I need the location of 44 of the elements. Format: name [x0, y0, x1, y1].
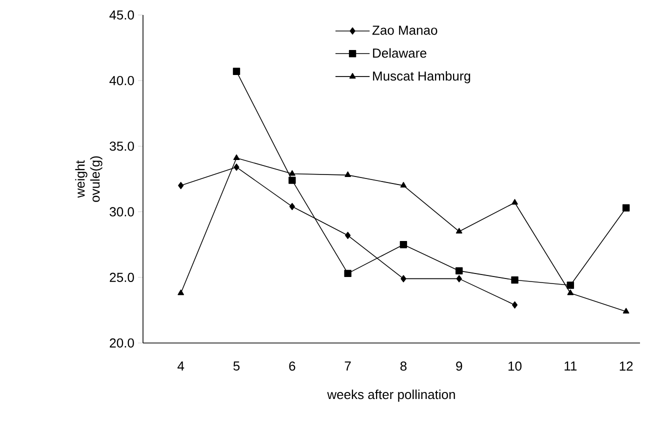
point: [511, 276, 518, 284]
point: [400, 182, 407, 188]
point: [232, 68, 240, 76]
y-axis-title: weight ovule(g): [75, 156, 102, 202]
point: [234, 164, 240, 171]
x-axis-title: weeks after pollination: [327, 390, 455, 402]
y-tick-label: 30.0: [110, 207, 134, 216]
x-tick-label: 10: [508, 362, 522, 371]
point: [566, 282, 574, 289]
x-tick-label: 8: [400, 362, 407, 371]
point: [512, 199, 518, 205]
x-tick-label: 7: [344, 362, 351, 370]
point: [622, 204, 630, 212]
x-tick-label: 4: [178, 362, 184, 370]
point: [456, 228, 462, 234]
point: [288, 170, 296, 176]
y-tick-label: 35.0: [110, 142, 134, 151]
legend-label: Muscat Hamburg: [373, 71, 470, 84]
point: [344, 171, 351, 178]
legend-label: Delaware: [373, 48, 426, 58]
point: [400, 240, 408, 248]
point: [345, 232, 351, 240]
x-tick-label: 6: [289, 362, 296, 371]
x-tick-label: 9: [456, 362, 462, 371]
point: [178, 182, 184, 190]
y-tick-label: 45.0: [109, 10, 134, 20]
point: [456, 275, 462, 282]
legend-label: Zao Manao: [372, 26, 438, 35]
y-tick-label: 25.0: [110, 272, 134, 282]
x-tick-label: 12: [620, 362, 633, 371]
point: [178, 290, 184, 296]
point: [456, 267, 463, 274]
point: [567, 290, 574, 296]
x-tick-label: 5: [233, 362, 240, 371]
point: [622, 308, 630, 314]
x-tick-label: 11: [564, 362, 577, 370]
point: [512, 301, 518, 309]
point: [400, 275, 406, 282]
y-tick-label: 40.0: [109, 76, 134, 86]
point: [288, 176, 296, 184]
y-tick-label: 20.0: [110, 338, 134, 348]
point: [233, 154, 240, 160]
point: [344, 270, 352, 278]
point: [289, 202, 295, 210]
